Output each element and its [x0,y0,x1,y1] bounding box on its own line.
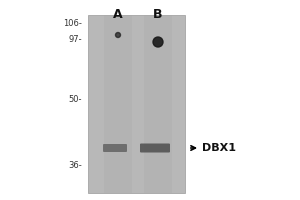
Text: B: B [153,8,163,21]
FancyBboxPatch shape [103,144,127,152]
Text: 36-: 36- [68,160,82,170]
Bar [104,15,132,193]
Text: 50-: 50- [68,96,82,104]
Text: A: A [113,8,123,21]
Circle shape [153,37,163,47]
FancyBboxPatch shape [140,144,170,152]
Bar [144,15,172,193]
Text: 97-: 97- [68,36,82,45]
Text: DBX1: DBX1 [202,143,236,153]
Text: 106-: 106- [63,20,82,28]
Bar [88,15,185,193]
Circle shape [116,32,121,38]
